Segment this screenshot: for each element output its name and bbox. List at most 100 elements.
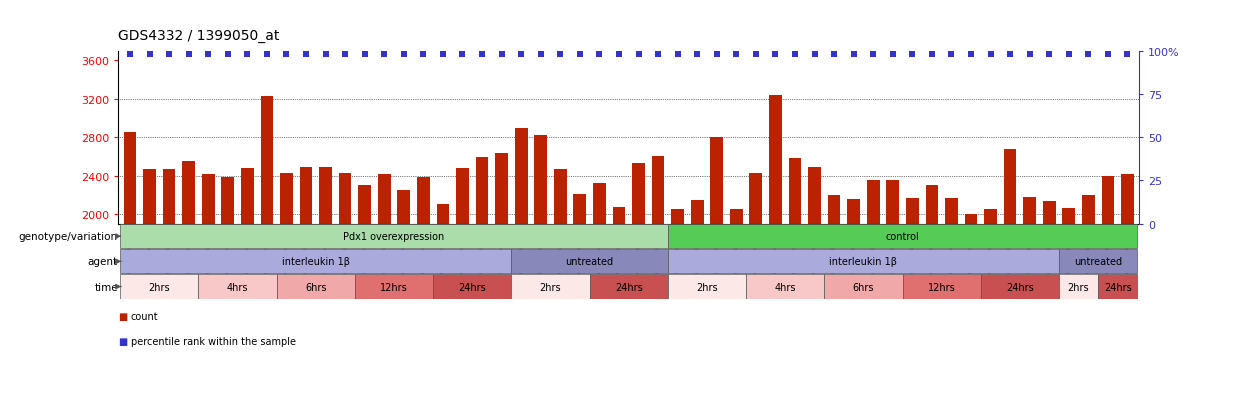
- Bar: [788, 159, 802, 406]
- Point: [198, 52, 218, 58]
- Point: [1000, 52, 1020, 58]
- Bar: [945, 198, 957, 406]
- Bar: [276, 275, 355, 299]
- Text: GDS4332 / 1399050_at: GDS4332 / 1399050_at: [118, 29, 280, 43]
- Text: 12hrs: 12hrs: [928, 282, 955, 292]
- Bar: [512, 275, 590, 299]
- Bar: [355, 275, 433, 299]
- Text: ■: ■: [118, 311, 127, 321]
- Bar: [242, 169, 254, 406]
- Bar: [514, 128, 528, 406]
- Text: interleukin 1β: interleukin 1β: [829, 257, 898, 267]
- Point: [179, 52, 199, 58]
- Bar: [848, 199, 860, 406]
- Bar: [456, 169, 469, 406]
- Text: untreated: untreated: [1074, 257, 1122, 267]
- Bar: [143, 169, 156, 406]
- Point: [824, 52, 844, 58]
- Bar: [769, 96, 782, 406]
- Bar: [1062, 209, 1076, 406]
- Bar: [437, 205, 449, 406]
- Bar: [867, 181, 879, 406]
- Text: 6hrs: 6hrs: [305, 282, 326, 292]
- Bar: [260, 97, 273, 406]
- Point: [452, 52, 472, 58]
- Text: percentile rank within the sample: percentile rank within the sample: [131, 336, 296, 346]
- Point: [589, 52, 609, 58]
- Bar: [476, 158, 488, 406]
- Bar: [433, 275, 512, 299]
- Bar: [746, 275, 824, 299]
- Text: 12hrs: 12hrs: [380, 282, 408, 292]
- Bar: [1098, 275, 1137, 299]
- Point: [492, 52, 512, 58]
- Bar: [1082, 195, 1094, 406]
- Bar: [651, 157, 665, 406]
- Bar: [1023, 197, 1036, 406]
- Bar: [1059, 275, 1098, 299]
- Bar: [123, 133, 137, 406]
- Bar: [554, 169, 566, 406]
- Bar: [359, 186, 371, 406]
- Bar: [903, 275, 981, 299]
- Point: [238, 52, 258, 58]
- Bar: [319, 168, 332, 406]
- Text: 6hrs: 6hrs: [853, 282, 874, 292]
- Point: [746, 52, 766, 58]
- Bar: [981, 275, 1059, 299]
- Point: [609, 52, 629, 58]
- Bar: [632, 164, 645, 406]
- Point: [472, 52, 492, 58]
- Text: 2hrs: 2hrs: [148, 282, 171, 292]
- Point: [1040, 52, 1059, 58]
- Text: 24hrs: 24hrs: [1104, 282, 1132, 292]
- Point: [1118, 52, 1138, 58]
- Text: 4hrs: 4hrs: [227, 282, 248, 292]
- Bar: [828, 195, 840, 406]
- Bar: [667, 275, 746, 299]
- Point: [687, 52, 707, 58]
- Point: [1078, 52, 1098, 58]
- Bar: [417, 178, 430, 406]
- Bar: [925, 186, 939, 406]
- Point: [159, 52, 179, 58]
- Bar: [574, 195, 586, 406]
- Text: control: control: [885, 232, 919, 242]
- Point: [1020, 52, 1040, 58]
- Text: 4hrs: 4hrs: [774, 282, 796, 292]
- Point: [530, 52, 550, 58]
- Bar: [667, 225, 1137, 249]
- Point: [981, 52, 1001, 58]
- Point: [903, 52, 923, 58]
- Point: [218, 52, 238, 58]
- Point: [512, 52, 532, 58]
- Bar: [1059, 249, 1137, 274]
- Bar: [711, 138, 723, 406]
- Point: [256, 52, 276, 58]
- Point: [120, 52, 139, 58]
- Bar: [691, 200, 703, 406]
- Point: [1098, 52, 1118, 58]
- Text: 24hrs: 24hrs: [1006, 282, 1033, 292]
- Bar: [222, 177, 234, 406]
- Point: [921, 52, 941, 58]
- Point: [883, 52, 903, 58]
- Bar: [730, 210, 743, 406]
- Bar: [121, 275, 198, 299]
- Point: [355, 52, 375, 58]
- Point: [433, 52, 453, 58]
- Point: [941, 52, 961, 58]
- Point: [863, 52, 883, 58]
- Text: count: count: [131, 311, 158, 321]
- Text: time: time: [95, 282, 118, 292]
- Point: [1058, 52, 1078, 58]
- Point: [550, 52, 570, 58]
- Text: 2hrs: 2hrs: [696, 282, 718, 292]
- Point: [393, 52, 413, 58]
- Bar: [1102, 176, 1114, 406]
- Text: untreated: untreated: [565, 257, 614, 267]
- Bar: [808, 168, 820, 406]
- Bar: [300, 168, 312, 406]
- Text: 2hrs: 2hrs: [539, 282, 561, 292]
- Point: [766, 52, 786, 58]
